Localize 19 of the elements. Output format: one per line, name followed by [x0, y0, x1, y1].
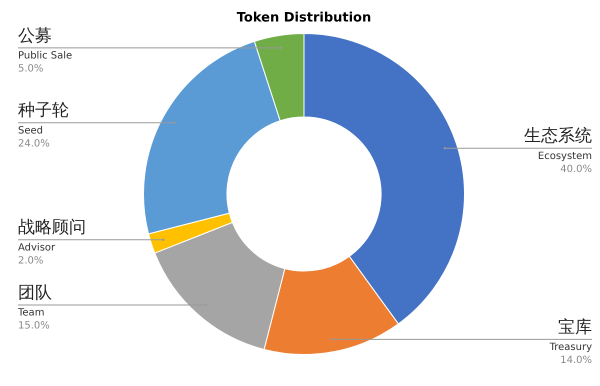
slice-label: Treasury	[548, 342, 592, 353]
slice-label: Team	[17, 308, 44, 319]
chart-title: Token Distribution	[236, 10, 372, 26]
slice-label: Ecosystem	[538, 150, 592, 162]
data-label: 40.0%	[560, 164, 592, 175]
text: 种子轮	[18, 100, 69, 121]
text: 宝库	[558, 317, 592, 338]
slice-label: Seed	[18, 125, 43, 136]
data-label: 24.0%	[18, 138, 50, 150]
text: 战略顾问	[18, 218, 86, 238]
slice-label: Public Sale	[18, 50, 72, 62]
data-label: 15.0%	[18, 320, 50, 332]
text: 团队	[18, 282, 52, 303]
data-label: 14.0%	[560, 354, 592, 366]
text: 公募	[18, 26, 52, 46]
data-label: 2.0%	[18, 255, 44, 266]
text: 生态系统	[524, 126, 592, 146]
slice-label: Advisor	[18, 242, 56, 254]
data-label: 5.0%	[18, 63, 44, 74]
